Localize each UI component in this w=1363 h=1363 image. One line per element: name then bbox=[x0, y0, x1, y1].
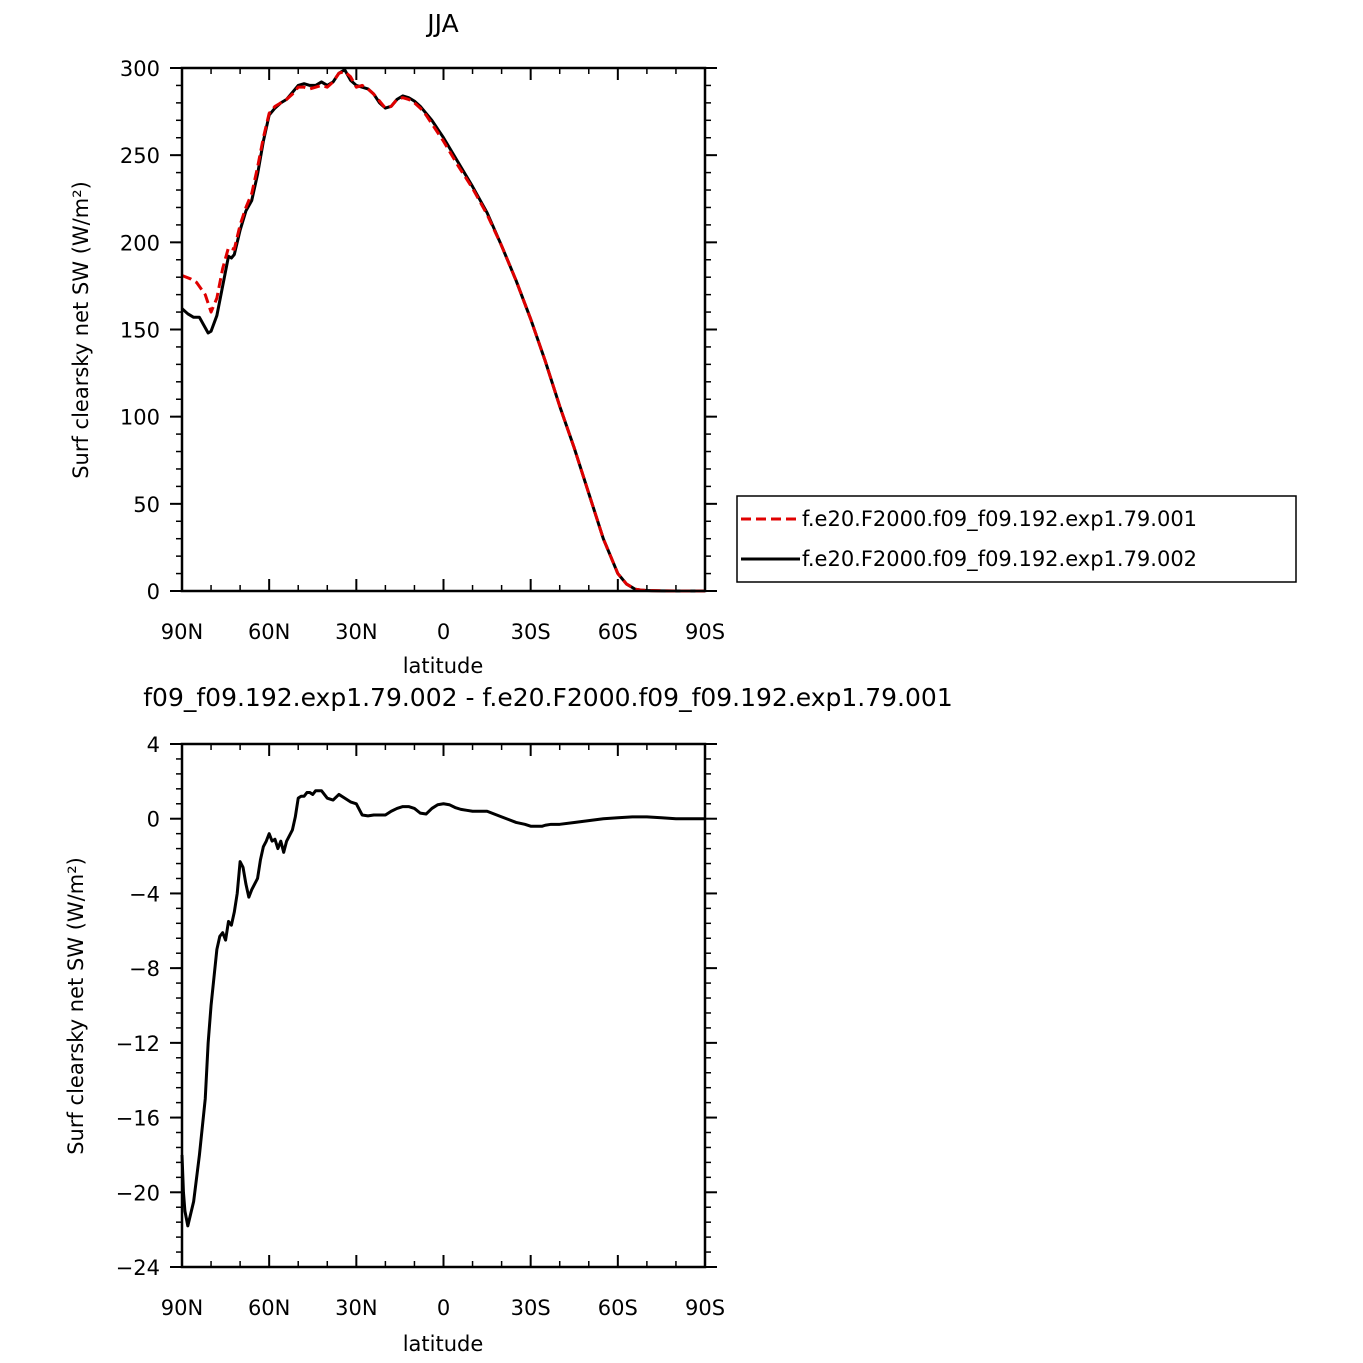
bottom-ytick-label: −20 bbox=[116, 1181, 160, 1205]
bottom-panel-ylabel: Surf clearsky net SW (W/m²) bbox=[64, 857, 88, 1155]
top-ytick-label: 0 bbox=[147, 580, 160, 604]
bottom-panel-xlabel: latitude bbox=[403, 1332, 484, 1356]
bottom-panel-title: f09_f09.192.exp1.79.002 - f.e20.F2000.f0… bbox=[143, 683, 952, 712]
top-panel-xlabel: latitude bbox=[403, 654, 484, 678]
bottom-ytick-label: 4 bbox=[147, 733, 160, 757]
bottom-xtick-label: 60N bbox=[248, 1296, 290, 1320]
bottom-xtick-label: 0 bbox=[437, 1296, 450, 1320]
bottom-panel-series bbox=[180, 789, 705, 1228]
legend-label-series-1: f.e20.F2000.f09_f09.192.exp1.79.001 bbox=[802, 507, 1197, 532]
top-panel-ylabel: Surf clearsky net SW (W/m²) bbox=[69, 181, 93, 479]
bottom-panel: f09_f09.192.exp1.79.002 - f.e20.F2000.f0… bbox=[64, 683, 953, 1356]
bottom-panel-frame bbox=[180, 742, 707, 1269]
top-ytick-label: 150 bbox=[120, 319, 160, 343]
top-xtick-label: 60S bbox=[598, 620, 638, 644]
bottom-xtick-label: 90S bbox=[685, 1296, 725, 1320]
top-xtick-label: 0 bbox=[437, 620, 450, 644]
top-panel-frame bbox=[180, 66, 707, 593]
top-xtick-label: 90S bbox=[685, 620, 725, 644]
top-xtick-label: 30S bbox=[511, 620, 551, 644]
top-panel-axes: 90N 60N 30N 0 30S 60S 90S 0 50 100 150 200 250 300 bbox=[120, 57, 725, 644]
top-panel-series bbox=[180, 68, 705, 593]
legend-label-series-2: f.e20.F2000.f09_f09.192.exp1.79.002 bbox=[802, 547, 1197, 572]
top-panel: JJA 90N 60N 30N 0 30S 60S 90S 0 50 100 150 200 250 30… bbox=[69, 9, 725, 678]
bottom-ytick-label: −16 bbox=[116, 1107, 160, 1131]
top-ytick-label: 200 bbox=[120, 231, 160, 255]
bottom-xtick-label: 60S bbox=[598, 1296, 638, 1320]
top-xtick-label: 60N bbox=[248, 620, 290, 644]
top-panel-title: JJA bbox=[425, 9, 458, 38]
top-ytick-label: 300 bbox=[120, 57, 160, 81]
top-xtick-label: 90N bbox=[161, 620, 203, 644]
legend: f.e20.F2000.f09_f09.192.exp1.79.001 f.e2… bbox=[736, 495, 1297, 583]
bottom-xtick-label: 30N bbox=[335, 1296, 377, 1320]
legend-box bbox=[736, 495, 1297, 583]
bottom-ytick-label: −8 bbox=[129, 957, 160, 981]
bottom-series-1-line bbox=[180, 789, 705, 1228]
top-xtick-label: 30N bbox=[335, 620, 377, 644]
bottom-ytick-label: −24 bbox=[116, 1256, 160, 1280]
top-ytick-label: 100 bbox=[120, 406, 160, 430]
top-ytick-label: 50 bbox=[133, 493, 160, 517]
bottom-xtick-label: 90N bbox=[161, 1296, 203, 1320]
bottom-xtick-label: 30S bbox=[511, 1296, 551, 1320]
top-ytick-label: 250 bbox=[120, 144, 160, 168]
bottom-ytick-label: 0 bbox=[147, 808, 160, 832]
bottom-panel-axes: 90N 60N 30N 0 30S 60S 90S 4 0 −4 −8 −12 −16 −20 −24 bbox=[116, 733, 725, 1320]
bottom-ytick-label: −4 bbox=[129, 882, 160, 906]
bottom-ytick-label: −12 bbox=[116, 1032, 160, 1056]
top-series-1-line bbox=[181, 69, 705, 593]
